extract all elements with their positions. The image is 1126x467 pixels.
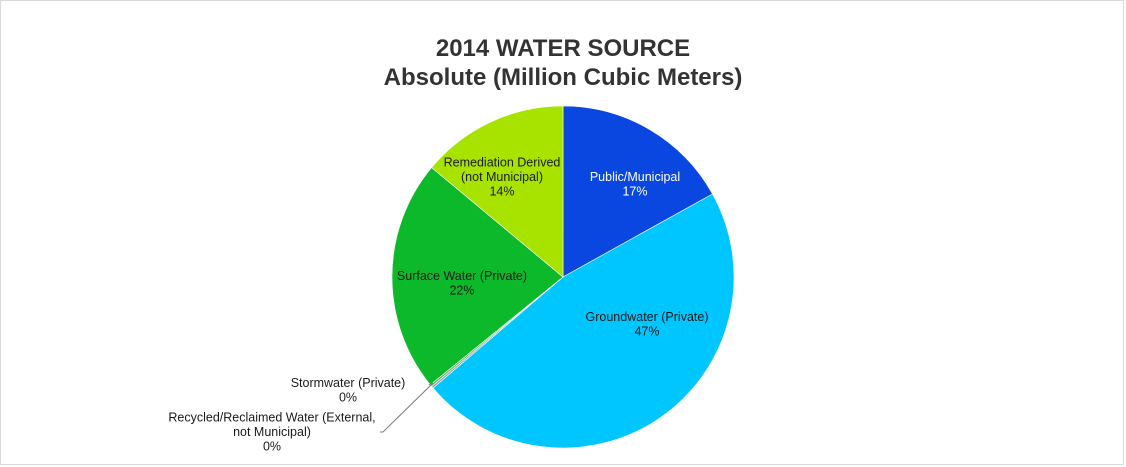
slice-label-1: Groundwater (Private) 47% bbox=[586, 310, 709, 339]
slice-label-line: Stormwater (Private) bbox=[291, 376, 406, 390]
slice-percent: 0% bbox=[339, 390, 357, 404]
pie-slices bbox=[391, 105, 735, 449]
chart-title: 2014 WATER SOURCE bbox=[435, 35, 691, 62]
chart-subtitle: Absolute (Million Cubic Meters) bbox=[383, 64, 743, 91]
slice-label-line: Groundwater (Private) bbox=[586, 310, 709, 324]
slice-label-line: not Municipal) bbox=[233, 425, 311, 439]
leader-line-2 bbox=[380, 382, 434, 433]
pie-slice-4 bbox=[391, 167, 564, 386]
pie-slice-1 bbox=[432, 193, 735, 449]
slice-label-line: Surface Water (Private) bbox=[397, 269, 527, 283]
slice-label-line: Remediation Derived bbox=[444, 156, 561, 170]
pie-slice-0 bbox=[562, 105, 713, 278]
slice-label-0: Public/Municipal 17% bbox=[590, 170, 680, 199]
slice-label-line: (not Municipal) bbox=[461, 170, 543, 184]
chart-title-block: 2014 WATER SOURCE Absolute (Million Cubi… bbox=[0, 34, 1126, 92]
slice-label-5: Remediation Derived (not Municipal) 14% bbox=[444, 156, 561, 199]
slice-percent: 47% bbox=[634, 324, 659, 338]
slice-percent: 0% bbox=[263, 440, 281, 454]
slice-label-2: Recycled/Reclaimed Water (External, not M… bbox=[168, 411, 375, 454]
slice-percent: 17% bbox=[622, 184, 647, 198]
slice-label-line: Recycled/Reclaimed Water (External, bbox=[168, 411, 375, 425]
slice-percent: 14% bbox=[489, 185, 514, 199]
slice-percent: 22% bbox=[449, 283, 474, 297]
slice-labels: Public/Municipal 17% Groundwater (Private)… bbox=[168, 156, 708, 454]
pie-slice-5 bbox=[431, 105, 564, 278]
leader-lines bbox=[380, 382, 434, 433]
slice-label-line: Public/Municipal bbox=[590, 170, 680, 184]
leader-line-3 bbox=[428, 382, 433, 386]
slice-label-4: Surface Water (Private) 22% bbox=[397, 269, 527, 298]
slice-label-3: Stormwater (Private) 0% bbox=[291, 376, 406, 405]
